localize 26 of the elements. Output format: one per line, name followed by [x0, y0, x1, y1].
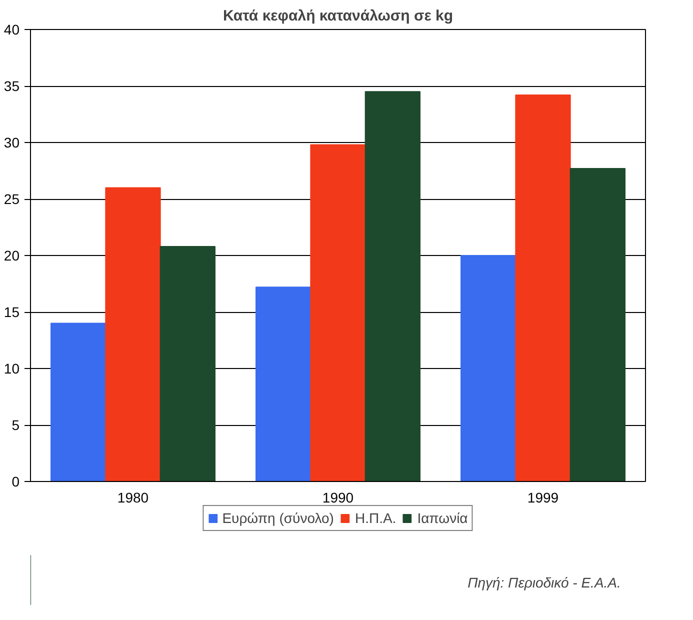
- bar: [160, 246, 216, 482]
- legend-label: Ιαπωνία: [417, 510, 468, 526]
- legend-label: Η.Π.Α.: [354, 510, 396, 526]
- y-tick-label: 40: [4, 22, 20, 38]
- chart-title: Κατά κεφαλή κατανάλωση σε kg: [222, 8, 454, 24]
- y-tick-label: 5: [12, 417, 20, 433]
- x-tick-label: 1990: [322, 490, 354, 506]
- x-tick-label: 1980: [117, 490, 149, 506]
- bar: [256, 286, 312, 482]
- bar: [515, 94, 571, 482]
- y-tick-label: 15: [4, 304, 20, 320]
- y-tick-label: 30: [4, 134, 20, 150]
- bar: [310, 144, 366, 482]
- bar: [50, 322, 106, 482]
- bar: [570, 168, 626, 482]
- y-tick-label: 10: [4, 360, 20, 376]
- text: Πηγή: Περιοδικό - Ε.Α.Α.: [468, 574, 621, 590]
- bar: [460, 255, 516, 482]
- x-tick-label: 1999: [527, 490, 559, 506]
- legend-label: Ευρώπη (σύνολο): [222, 510, 334, 526]
- bar: [105, 187, 161, 482]
- y-tick-label: 0: [12, 474, 20, 490]
- y-tick-label: 35: [4, 78, 20, 94]
- bar: [364, 91, 420, 482]
- y-tick-label: 20: [4, 248, 20, 264]
- y-tick-label: 25: [4, 191, 20, 207]
